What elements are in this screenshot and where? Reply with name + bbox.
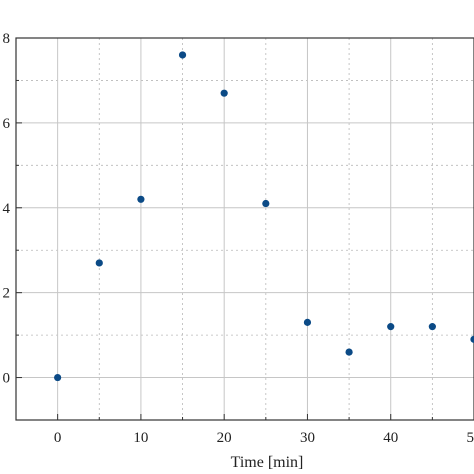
data-point: [137, 195, 145, 203]
tick-labels: 0 10 20 30 40 50 0 2 4 6 8: [3, 31, 474, 446]
y-tick-label: 0: [3, 371, 11, 387]
data-point: [262, 199, 270, 208]
data-points: [54, 51, 474, 382]
data-point: [428, 323, 436, 331]
y-tick-label: 4: [3, 201, 11, 217]
x-tick-label: 10: [133, 430, 148, 446]
data-point: [95, 259, 103, 267]
y-tick-label: 8: [3, 31, 11, 47]
major-grid: [16, 38, 474, 420]
data-point: [345, 348, 353, 356]
data-point: [220, 89, 228, 97]
x-tick-label: 50: [467, 430, 474, 446]
plot-frame: [15, 37, 474, 421]
x-tick-label: 20: [217, 430, 232, 446]
data-point: [470, 335, 474, 343]
x-tick-label: 30: [300, 430, 315, 446]
data-point: [54, 373, 62, 382]
x-axis-title: Time [min]: [231, 454, 304, 471]
y-tick-label: 2: [3, 286, 11, 302]
x-tick-label: 40: [383, 430, 398, 446]
axis-ticks: [16, 37, 474, 420]
y-tick-label: 6: [3, 116, 11, 132]
data-point: [178, 51, 187, 59]
minor-grid: [16, 38, 474, 420]
data-point: [303, 318, 312, 326]
x-tick-label: 0: [54, 430, 62, 446]
data-point: [387, 323, 395, 331]
